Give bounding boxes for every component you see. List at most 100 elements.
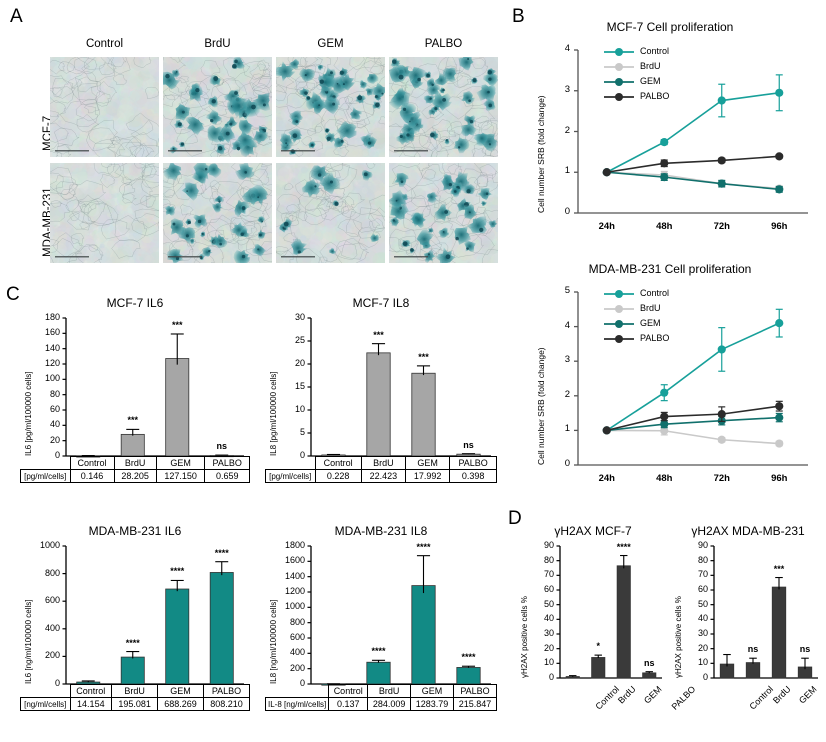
y-tick-label: 10 [697, 657, 708, 668]
y-tick-label: 50 [543, 598, 554, 609]
table-cell-value: 28.205 [113, 469, 157, 483]
panel-d-letter: D [508, 508, 522, 529]
bar-plot-area [62, 317, 244, 458]
y-tick-label: 80 [49, 388, 60, 399]
y-tick-label: 1200 [284, 586, 305, 596]
y-tick-label: 1600 [284, 555, 305, 566]
table-corner-blank [265, 456, 316, 470]
micrograph-mda-mb-231-gem [276, 163, 385, 263]
y-tick-label: 100 [44, 373, 60, 384]
significance-marker: **** [416, 541, 431, 552]
y-tick-label: 3 [564, 354, 570, 366]
table-header-brdu: BrdU [111, 684, 159, 698]
table-cell-value: 215.847 [453, 697, 497, 711]
significance-marker: **** [371, 646, 386, 657]
y-tick-label: 10 [294, 404, 305, 414]
data-table: Control BrdU GEM PALBO [ng/ml/cells] 14.154 19… [20, 684, 250, 711]
micrograph-mda-mb-231-brdu [163, 163, 272, 263]
y-tick-label: 15 [294, 381, 305, 391]
chart-title: MDA-MB-231 IL8 [334, 524, 428, 538]
y-tick-label: 140 [44, 342, 60, 353]
legend-item-control: Control [640, 288, 670, 298]
significance-marker: ns [216, 441, 227, 452]
y-tick-label: 60 [543, 584, 554, 594]
significance-marker: * [596, 641, 600, 652]
line-plot-area [574, 48, 808, 214]
table-cell-value: 17.992 [404, 469, 451, 483]
y-tick-label: 600 [44, 595, 60, 606]
y-tick-label: 60 [697, 584, 708, 594]
table-row-categories: Control BrdU GEM PALBO [265, 456, 497, 470]
x-tick-label: 24h [598, 221, 615, 232]
significance-marker: *** [418, 351, 429, 362]
y-tick-label: 400 [44, 622, 60, 633]
legend-item-palbo: PALBO [640, 333, 670, 343]
y-tick-label: 0 [548, 672, 554, 682]
y-tick-label: 0 [54, 678, 60, 688]
chart-title: MCF-7 Cell proliferation [606, 20, 734, 34]
y-tick-label: 0 [299, 450, 305, 460]
legend-item-gem: GEM [640, 318, 661, 328]
micrograph-mcf-7-control [50, 57, 159, 157]
table-header-gem: GEM [410, 684, 455, 698]
table-row-categories: Control BrdU GEM PALBO [20, 684, 250, 698]
table-row-label: [pg/ml/cells] [20, 469, 71, 483]
chart-mda-il6: MDA-MB-231 IL6 IL6 [ng/ml/100000 cells] 0 2… [20, 524, 250, 724]
y-tick-label: 1000 [284, 601, 305, 612]
significance-marker: **** [616, 541, 631, 552]
x-tick-label: 72h [713, 221, 730, 232]
table-header-palbo: PALBO [203, 684, 250, 698]
table-corner-blank [20, 456, 71, 470]
table-corner-blank [265, 684, 330, 698]
line-plot-area [574, 290, 808, 466]
significance-marker: ns [799, 644, 811, 655]
chart-mda-proliferation: MDA-MB-231 Cell proliferation Cell number… [520, 262, 820, 507]
legend-item-control: Control [640, 46, 670, 56]
chart-title: γH2AX MCF-7 [554, 524, 632, 538]
significance-marker: *** [373, 329, 384, 340]
legend-item-brdu: BrdU [640, 303, 661, 313]
table-cell-value: 284.009 [367, 697, 412, 711]
table-header-control: Control [69, 456, 115, 470]
table-cell-value: 808.210 [203, 697, 250, 711]
table-header-gem: GEM [404, 456, 451, 470]
y-tick-label: 40 [543, 613, 554, 624]
significance-marker: *** [171, 319, 183, 330]
table-corner-blank [20, 684, 71, 698]
y-tick-label: 0 [702, 672, 708, 682]
y-tick-label: 4 [564, 319, 570, 331]
significance-marker: *** [773, 563, 785, 574]
significance-marker: **** [461, 652, 476, 663]
chart-gh2ax-mcf7: γH2AX MCF-7 γH2AX positive cells % 0 10 20 30… [518, 524, 698, 734]
table-cell-value: 1283.79 [410, 697, 455, 711]
y-tick-label: 60 [49, 404, 60, 414]
table-row-label: IL-8 [ng/ml/cells] [264, 697, 330, 711]
table-cell-value: 0.659 [204, 469, 250, 483]
x-tick-label: 48h [656, 473, 673, 484]
y-tick-label: 90 [543, 540, 554, 550]
micrograph-mda-mb-231-control [50, 163, 159, 263]
chart-mcf7-il8: MCF-7 IL8 IL8 [pg/ml/100000 cells] 0 5 10 15 2… [265, 296, 497, 496]
table-cell-value: 195.081 [111, 697, 159, 711]
micrograph-mcf-7-gem [276, 57, 385, 157]
x-tick-label: 72h [713, 473, 730, 484]
significance-marker: ns [643, 657, 655, 668]
y-tick-label: 600 [289, 632, 305, 642]
data-table: Control BrdU GEM PALBO [pg/ml/cells] 0.228 22.… [265, 456, 497, 483]
data-table: Control BrdU GEM PALBO IL-8 [ng/ml/cells] 0.1… [264, 684, 497, 711]
y-tick-label: 30 [697, 628, 708, 638]
y-tick-label: 800 [289, 616, 305, 627]
y-tick-label: 20 [49, 434, 60, 445]
y-tick-label: 160 [44, 327, 60, 338]
table-cell-value: 14.154 [69, 697, 113, 711]
table-header-control: Control [328, 684, 369, 698]
table-header-brdu: BrdU [113, 456, 157, 470]
legend-item-gem: GEM [640, 76, 661, 86]
x-tick-label: 96h [771, 221, 788, 232]
data-table: Control BrdU GEM PALBO [pg/ml/cells] 0.146 28.… [20, 456, 250, 483]
table-header-brdu: BrdU [367, 684, 412, 698]
y-tick-label: 40 [49, 419, 60, 430]
y-tick-label: 5 [299, 427, 305, 437]
table-cell-value: 22.423 [360, 469, 407, 483]
significance-marker: ns [463, 439, 474, 450]
